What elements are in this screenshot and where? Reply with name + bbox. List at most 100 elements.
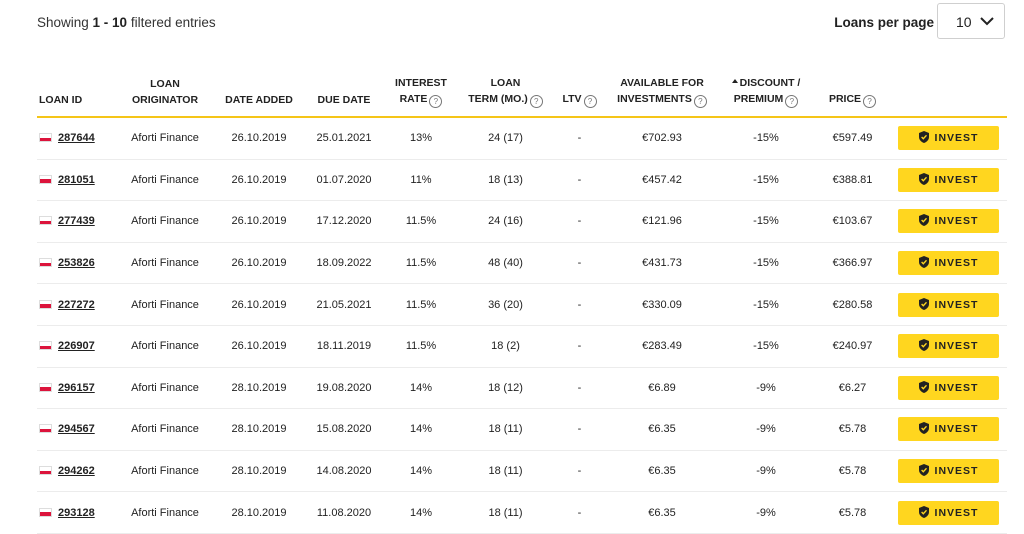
- ltv-cell: -: [552, 200, 607, 243]
- ltv-cell: -: [552, 408, 607, 451]
- question-circle-icon[interactable]: ?: [529, 95, 543, 108]
- table-row: 226907 Aforti Finance 26.10.2019 18.11.2019…: [37, 325, 1007, 368]
- loan-id-link[interactable]: 294567: [58, 423, 95, 436]
- col-loan-term[interactable]: LOAN TERM (MO.)?: [459, 60, 552, 118]
- loan-id-link[interactable]: 253826: [58, 257, 95, 270]
- invest-label: INVEST: [934, 465, 979, 478]
- invest-label: INVEST: [934, 132, 979, 145]
- col-date-added[interactable]: DATE ADDED: [213, 60, 305, 118]
- poland-flag-icon: [39, 299, 52, 309]
- available-cell: €121.96: [607, 200, 717, 243]
- col-actions: [890, 60, 1007, 118]
- action-cell: INVEST: [890, 242, 1007, 285]
- loan-id-link[interactable]: 287644: [58, 132, 95, 145]
- interest-rate-cell: 13%: [383, 117, 459, 160]
- invest-button[interactable]: INVEST: [898, 251, 999, 276]
- loans-table: LOAN ID LOAN ORIGINATOR DATE ADDED DUE DA…: [37, 60, 1007, 534]
- price-cell: €366.97: [815, 242, 890, 285]
- showing-range: 1 - 10: [92, 15, 128, 30]
- loan-id-link[interactable]: 293128: [58, 506, 95, 519]
- question-circle-icon[interactable]: ?: [429, 95, 443, 108]
- invest-button[interactable]: INVEST: [898, 500, 999, 525]
- loan-id-link[interactable]: 296157: [58, 381, 95, 394]
- invest-button[interactable]: INVEST: [898, 334, 999, 359]
- due-date-cell: 18.11.2019: [305, 325, 383, 368]
- due-date-cell: 01.07.2020: [305, 159, 383, 202]
- price-cell: €5.78: [815, 408, 890, 451]
- col-interest-rate[interactable]: INTEREST RATE?: [383, 60, 459, 118]
- invest-label: INVEST: [934, 423, 979, 436]
- col-originator-line2: ORIGINATOR: [131, 94, 199, 106]
- loan-term-cell: 18 (13): [459, 159, 552, 202]
- loan-id-cell: 287644: [37, 117, 117, 160]
- invest-button[interactable]: INVEST: [898, 417, 999, 442]
- col-term-line1: LOAN: [490, 77, 521, 89]
- loan-id-link[interactable]: 277439: [58, 215, 95, 228]
- col-term-line2: TERM (MO.): [468, 93, 528, 105]
- table-row: 227272 Aforti Finance 26.10.2019 21.05.2021…: [37, 283, 1007, 326]
- loan-term-cell: 18 (11): [459, 408, 552, 451]
- date-added-cell: 28.10.2019: [213, 408, 305, 451]
- ltv-cell: -: [552, 450, 607, 493]
- originator-cell: Aforti Finance: [117, 367, 213, 410]
- originator-cell: Aforti Finance: [117, 408, 213, 451]
- question-circle-icon[interactable]: ?: [693, 95, 707, 108]
- col-loan-id[interactable]: LOAN ID: [37, 60, 117, 118]
- originator-cell: Aforti Finance: [117, 242, 213, 285]
- question-circle-icon[interactable]: ?: [863, 95, 877, 108]
- action-cell: INVEST: [890, 200, 1007, 243]
- price-cell: €388.81: [815, 159, 890, 202]
- loan-id-cell: 294567: [37, 408, 117, 451]
- loan-id-cell: 253826: [37, 242, 117, 285]
- col-ltv[interactable]: LTV?: [552, 60, 607, 118]
- invest-label: INVEST: [934, 340, 979, 353]
- loan-id-link[interactable]: 281051: [58, 173, 95, 186]
- shield-check-icon: [918, 256, 929, 269]
- col-interest-line2: RATE: [399, 93, 428, 105]
- table-row: 253826 Aforti Finance 26.10.2019 18.09.2022…: [37, 242, 1007, 285]
- invest-button[interactable]: INVEST: [898, 459, 999, 484]
- ltv-cell: -: [552, 491, 607, 534]
- action-cell: INVEST: [890, 117, 1007, 160]
- interest-rate-cell: 11%: [383, 159, 459, 202]
- invest-button[interactable]: INVEST: [898, 126, 999, 151]
- date-added-cell: 28.10.2019: [213, 491, 305, 534]
- col-discount[interactable]: DISCOUNT / PREMIUM?: [717, 60, 815, 118]
- available-cell: €431.73: [607, 242, 717, 285]
- loan-id-link[interactable]: 294262: [58, 465, 95, 478]
- loans-per-page-label: Loans per page: [834, 15, 934, 30]
- col-due-date[interactable]: DUE DATE: [305, 60, 383, 118]
- shield-check-icon: [918, 505, 929, 518]
- action-cell: INVEST: [890, 159, 1007, 202]
- interest-rate-cell: 14%: [383, 491, 459, 534]
- invest-button[interactable]: INVEST: [898, 167, 999, 192]
- loan-id-link[interactable]: 226907: [58, 340, 95, 353]
- col-interest-line1: INTEREST: [395, 77, 447, 89]
- table-row: 287644 Aforti Finance 26.10.2019 25.01.2021…: [37, 117, 1007, 160]
- available-cell: €457.42: [607, 159, 717, 202]
- invest-button[interactable]: INVEST: [898, 209, 999, 234]
- price-cell: €5.78: [815, 450, 890, 493]
- discount-cell: -15%: [717, 200, 815, 243]
- col-available[interactable]: AVAILABLE FOR INVESTMENTS?: [607, 60, 717, 118]
- question-circle-icon[interactable]: ?: [583, 95, 597, 108]
- loan-term-cell: 18 (2): [459, 325, 552, 368]
- loan-term-cell: 24 (16): [459, 200, 552, 243]
- due-date-cell: 14.08.2020: [305, 450, 383, 493]
- invest-button[interactable]: INVEST: [898, 292, 999, 317]
- loans-per-page-select[interactable]: 10: [937, 3, 1005, 39]
- table-row: 296157 Aforti Finance 28.10.2019 19.08.2020…: [37, 367, 1007, 410]
- col-loan-originator[interactable]: LOAN ORIGINATOR: [117, 60, 213, 118]
- col-price[interactable]: PRICE?: [815, 60, 890, 118]
- discount-cell: -15%: [717, 283, 815, 326]
- available-cell: €6.89: [607, 367, 717, 410]
- table-row: 294262 Aforti Finance 28.10.2019 14.08.2020…: [37, 450, 1007, 493]
- ltv-cell: -: [552, 325, 607, 368]
- loan-id-link[interactable]: 227272: [58, 298, 95, 311]
- invest-button[interactable]: INVEST: [898, 375, 999, 400]
- date-added-cell: 28.10.2019: [213, 450, 305, 493]
- question-circle-icon[interactable]: ?: [785, 95, 799, 108]
- table-row: 277439 Aforti Finance 26.10.2019 17.12.2020…: [37, 200, 1007, 243]
- discount-cell: -15%: [717, 117, 815, 160]
- ltv-cell: -: [552, 367, 607, 410]
